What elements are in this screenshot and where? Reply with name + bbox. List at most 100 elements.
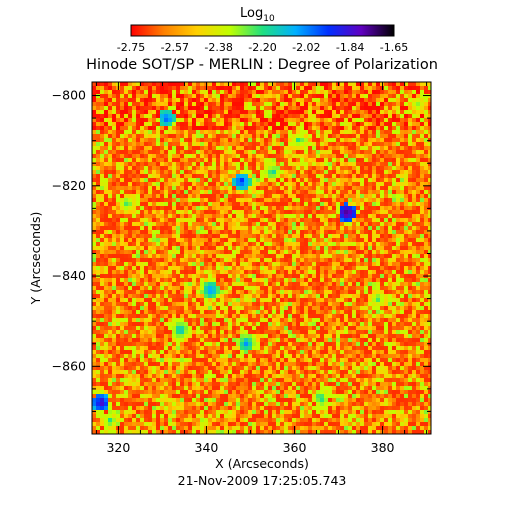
heatmap-cell bbox=[180, 302, 184, 306]
heatmap-cell bbox=[144, 294, 148, 298]
heatmap-cell bbox=[144, 82, 148, 86]
heatmap-cell bbox=[420, 142, 424, 146]
heatmap-cell bbox=[292, 86, 296, 90]
heatmap-cell bbox=[216, 262, 220, 266]
heatmap-cell bbox=[264, 182, 268, 186]
heatmap-cell bbox=[116, 190, 120, 194]
heatmap-cell bbox=[168, 194, 172, 198]
heatmap-cell bbox=[312, 206, 316, 210]
heatmap-cell bbox=[352, 178, 356, 182]
heatmap-cell bbox=[292, 158, 296, 162]
heatmap-cell bbox=[244, 142, 248, 146]
heatmap-cell bbox=[292, 210, 296, 214]
heatmap-cell bbox=[112, 194, 116, 198]
heatmap-cell bbox=[256, 90, 260, 94]
heatmap-cell bbox=[256, 178, 260, 182]
heatmap-cell bbox=[112, 86, 116, 90]
heatmap-cell bbox=[132, 274, 136, 278]
heatmap-cell bbox=[376, 182, 380, 186]
heatmap-cell bbox=[272, 90, 276, 94]
heatmap-cell bbox=[132, 138, 136, 142]
heatmap-cell bbox=[360, 266, 364, 270]
heatmap-cell bbox=[312, 110, 316, 114]
heatmap-cell bbox=[224, 134, 228, 138]
heatmap-cell bbox=[136, 278, 140, 282]
heatmap-cell bbox=[292, 150, 296, 154]
heatmap-cell bbox=[116, 274, 120, 278]
heatmap-cell bbox=[400, 154, 404, 158]
heatmap-cell bbox=[216, 218, 220, 222]
heatmap-cell bbox=[352, 270, 356, 274]
heatmap-cell bbox=[380, 102, 384, 106]
heatmap-cell bbox=[356, 206, 360, 210]
heatmap-cell bbox=[380, 182, 384, 186]
heatmap-cell bbox=[280, 142, 284, 146]
heatmap-cell bbox=[184, 282, 188, 286]
heatmap-cell bbox=[412, 158, 416, 162]
heatmap-cell bbox=[424, 174, 428, 178]
heatmap-cell bbox=[204, 154, 208, 158]
heatmap-cell bbox=[232, 234, 236, 238]
heatmap-cell bbox=[204, 302, 208, 306]
heatmap-cell bbox=[292, 130, 296, 134]
heatmap-cell bbox=[168, 298, 172, 302]
heatmap-cell bbox=[352, 118, 356, 122]
heatmap-cell bbox=[316, 202, 320, 206]
heatmap-cell bbox=[280, 230, 284, 234]
heatmap-cell bbox=[100, 298, 104, 302]
heatmap-cell bbox=[280, 170, 284, 174]
heatmap-cell bbox=[288, 134, 292, 138]
heatmap-cell bbox=[224, 174, 228, 178]
heatmap-cell bbox=[336, 278, 340, 282]
heatmap-cell bbox=[220, 286, 224, 290]
heatmap-cell bbox=[200, 302, 204, 306]
heatmap-cell bbox=[428, 234, 431, 238]
heatmap-cell bbox=[288, 194, 292, 198]
heatmap-cell bbox=[332, 182, 336, 186]
heatmap-cell bbox=[308, 82, 312, 86]
heatmap-cell bbox=[116, 146, 120, 150]
heatmap-cell bbox=[204, 114, 208, 118]
heatmap-cell bbox=[204, 286, 208, 290]
heatmap-cell bbox=[300, 114, 304, 118]
heatmap-cell bbox=[92, 106, 96, 110]
heatmap-cell bbox=[252, 310, 256, 314]
heatmap-cell bbox=[384, 238, 388, 242]
heatmap-cell bbox=[140, 178, 144, 182]
heatmap-cell bbox=[152, 98, 156, 102]
heatmap-cell bbox=[228, 314, 232, 318]
heatmap-cell bbox=[336, 174, 340, 178]
heatmap-cell bbox=[164, 118, 168, 122]
heatmap-cell bbox=[128, 274, 132, 278]
heatmap-cell bbox=[404, 246, 408, 250]
heatmap-cell bbox=[164, 198, 168, 202]
heatmap-cell bbox=[208, 234, 212, 238]
heatmap-cell bbox=[400, 122, 404, 126]
heatmap-cell bbox=[92, 182, 96, 186]
heatmap-cell bbox=[204, 218, 208, 222]
heatmap-cell bbox=[372, 202, 376, 206]
heatmap-cell bbox=[360, 286, 364, 290]
heatmap-cell bbox=[248, 294, 252, 298]
heatmap-cell bbox=[136, 194, 140, 198]
heatmap-cell bbox=[412, 238, 416, 242]
heatmap-cell bbox=[164, 178, 168, 182]
heatmap-cell bbox=[280, 102, 284, 106]
heatmap-cell bbox=[408, 110, 412, 114]
heatmap-cell bbox=[336, 290, 340, 294]
heatmap-cell bbox=[300, 166, 304, 170]
heatmap-cell bbox=[144, 122, 148, 126]
heatmap-cell bbox=[308, 114, 312, 118]
heatmap-cell bbox=[100, 98, 104, 102]
heatmap-cell bbox=[308, 310, 312, 314]
heatmap-cell bbox=[288, 262, 292, 266]
heatmap-cell bbox=[104, 82, 108, 86]
heatmap-cell bbox=[128, 254, 132, 258]
heatmap-cell bbox=[176, 262, 180, 266]
heatmap-cell bbox=[276, 170, 280, 174]
heatmap-cell bbox=[216, 274, 220, 278]
heatmap-cell bbox=[272, 110, 276, 114]
heatmap-cell bbox=[372, 226, 376, 230]
heatmap-cell bbox=[212, 186, 216, 190]
heatmap-cell bbox=[188, 282, 192, 286]
